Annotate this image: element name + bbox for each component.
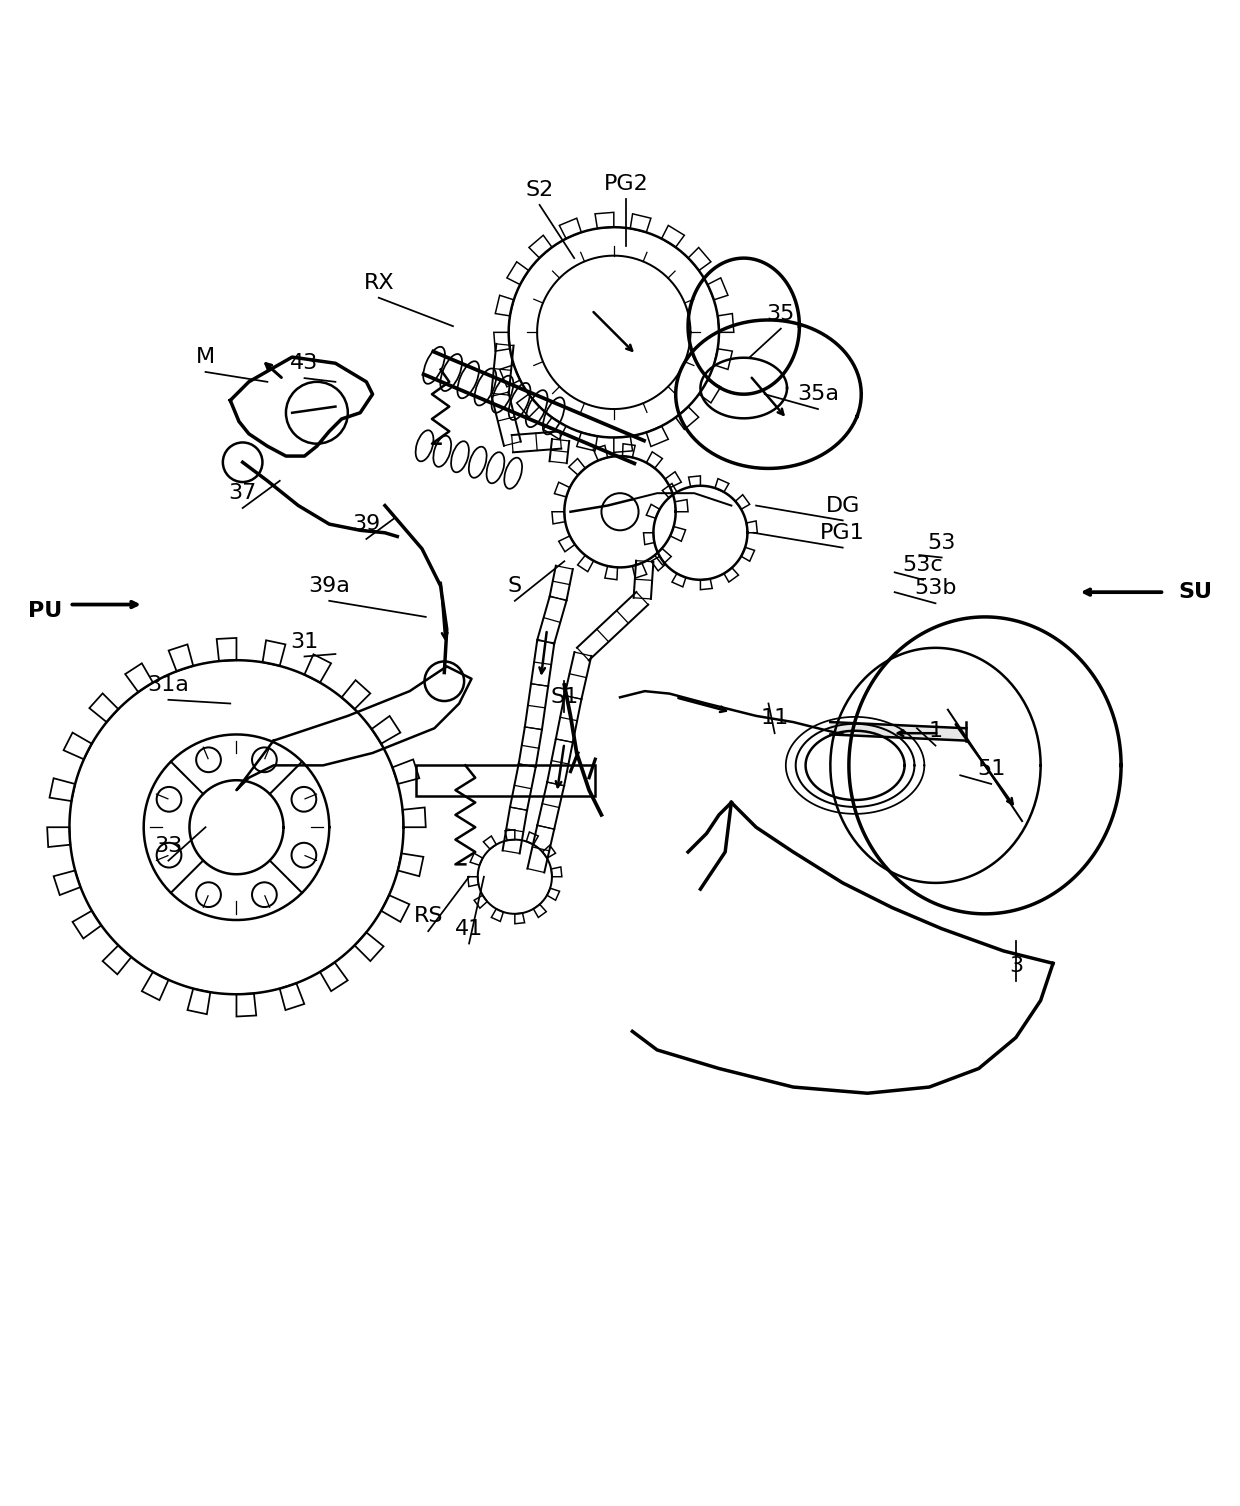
Text: 39: 39 — [352, 514, 381, 535]
Text: SU: SU — [1178, 583, 1213, 602]
Text: 53b: 53b — [914, 578, 957, 598]
Text: M: M — [196, 346, 215, 367]
Text: 51: 51 — [977, 759, 1006, 779]
Text: RS: RS — [413, 907, 443, 926]
Text: 3: 3 — [1009, 956, 1023, 976]
Text: PG2: PG2 — [604, 173, 649, 194]
Text: 43: 43 — [290, 354, 319, 373]
Text: PU: PU — [27, 601, 62, 620]
Text: PG1: PG1 — [821, 523, 866, 542]
Text: S: S — [507, 575, 522, 596]
Text: 53: 53 — [928, 533, 956, 553]
Text: S2: S2 — [526, 181, 554, 200]
Text: 33: 33 — [154, 836, 182, 855]
Text: RX: RX — [363, 273, 394, 292]
Text: 31a: 31a — [148, 675, 190, 694]
Text: 41: 41 — [455, 919, 484, 938]
Text: 1: 1 — [929, 721, 942, 741]
Text: S1: S1 — [551, 687, 578, 708]
Text: 31: 31 — [290, 631, 319, 652]
Text: 53c: 53c — [903, 554, 944, 575]
Text: 11: 11 — [760, 708, 789, 729]
Text: 35a: 35a — [797, 384, 839, 404]
Text: 37: 37 — [228, 483, 257, 503]
Text: 35: 35 — [766, 304, 795, 324]
Text: DG: DG — [826, 495, 859, 515]
Text: 39a: 39a — [309, 575, 350, 596]
